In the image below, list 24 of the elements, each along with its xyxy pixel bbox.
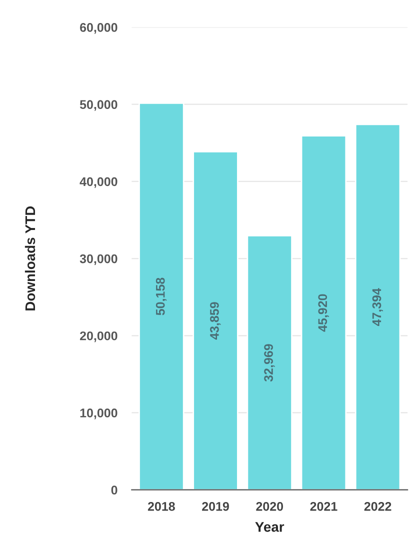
y-tick-label: 50,000	[80, 100, 118, 111]
bar	[354, 124, 401, 490]
data-label: 50,158	[156, 278, 167, 316]
data-label: 47,394	[372, 288, 383, 326]
bar	[192, 150, 238, 490]
y-tick-label: 20,000	[80, 331, 118, 342]
y-tick-label: 10,000	[80, 408, 118, 420]
x-tick-label: 2022	[364, 502, 392, 511]
bar	[246, 234, 292, 490]
y-tick-label: 0	[111, 486, 118, 494]
x-axis-title: Year	[255, 522, 284, 532]
y-tick-label: 60,000	[80, 23, 118, 34]
y-axis-title: Downloads YTD	[24, 206, 36, 310]
data-label: 32,969	[264, 344, 275, 382]
bar	[300, 135, 347, 490]
y-tick-label: 30,000	[80, 254, 118, 266]
bar	[138, 102, 184, 490]
data-label: 43,859	[210, 302, 221, 340]
x-tick-label: 2018	[148, 502, 175, 511]
x-tick-label: 2019	[202, 502, 229, 511]
x-tick-label: 2020	[256, 502, 284, 511]
y-tick-label: 40,000	[80, 177, 118, 188]
x-tick-label: 2021	[310, 502, 338, 511]
data-label: 45,920	[318, 294, 329, 332]
